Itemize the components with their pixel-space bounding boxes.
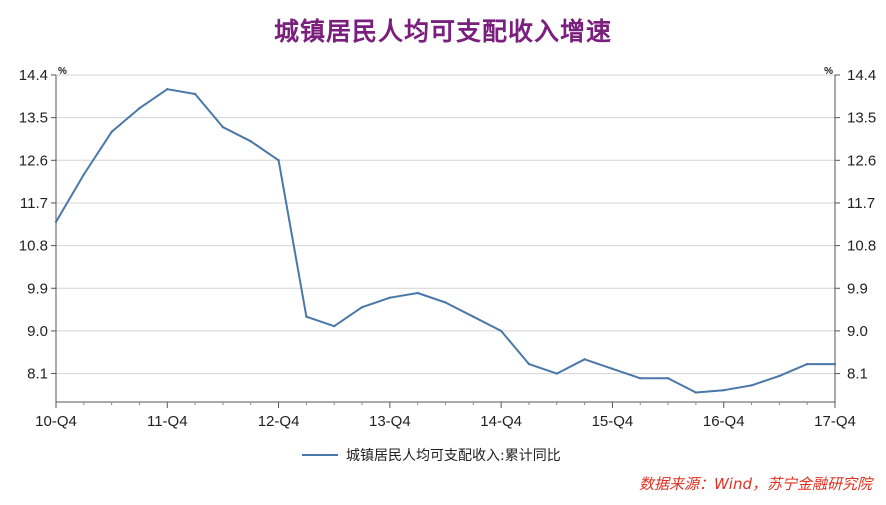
data-point [138,106,141,110]
right-y-tick-label: 12.6 [847,152,876,169]
series-line [55,88,835,394]
x-tick-label: 16-Q4 [703,413,745,430]
data-point [555,372,558,375]
chart-title: 城镇居民人均可支配收入增速 [273,17,612,46]
legend-label: 城镇居民人均可支配收入:累计同比 [346,448,561,464]
left-y-axis-ticks: 14.4 13.5 12.6 11.7 10.8 9.9 9.0 8.1 [19,67,56,383]
data-point [305,315,308,318]
data-point [611,367,614,371]
data-point [444,301,447,304]
right-unit-label: % [824,66,833,77]
right-y-tick-label: 13.5 [847,110,876,127]
left-y-tick-label: 12.6 [19,152,48,169]
data-point [499,329,503,333]
x-tick-label: 12-Q4 [258,413,300,430]
data-point [472,315,475,318]
data-point [527,362,531,366]
x-tick-label: 17-Q4 [814,413,856,430]
right-y-tick-label: 14.4 [847,67,876,84]
source-note: 数据来源：Wind，苏宁金融研究院 [638,475,872,493]
x-axis-ticks: 10-Q4 11-Q4 12-Q4 13-Q4 14-Q4 15-Q4 16-Q4 17-Q4 [35,402,856,430]
data-point [833,362,837,366]
data-point [416,291,419,295]
x-tick-label: 10-Q4 [35,413,77,430]
data-point [166,88,169,91]
right-y-tick-label: 11.7 [847,195,875,212]
data-point [277,159,280,162]
data-point [583,358,586,361]
data-point [805,362,809,366]
x-tick-label: 13-Q4 [369,413,411,430]
left-y-tick-label: 9.0 [27,323,48,340]
left-unit-label: % [58,66,67,77]
left-y-tick-label: 8.1 [27,366,48,383]
data-point [82,173,86,176]
right-y-tick-label: 10.8 [847,238,876,255]
x-tick-label: 14-Q4 [480,413,522,430]
left-y-tick-label: 10.8 [19,238,48,255]
left-y-tick-label: 14.4 [19,67,48,84]
left-y-tick-label: 13.5 [19,110,48,127]
x-tick-label: 11-Q4 [147,413,188,430]
data-point [333,324,336,328]
data-point [249,140,252,143]
data-point [360,306,364,309]
data-point [193,92,197,96]
right-y-axis-ticks: 14.4 13.5 12.6 11.7 10.8 9.9 9.0 8.1 [835,67,876,383]
data-point [722,388,725,392]
data-point [666,377,670,380]
right-y-tick-label: 9.0 [847,323,868,340]
axes: %% [55,66,836,403]
x-tick-label: 15-Q4 [592,413,634,430]
data-point [750,384,753,387]
data-point [778,374,781,378]
data-point [639,377,642,380]
right-y-tick-label: 8.1 [847,366,868,383]
left-y-tick-label: 9.9 [27,280,48,297]
data-point [110,130,113,134]
data-point [694,391,698,394]
left-y-tick-label: 11.7 [20,195,48,212]
right-y-tick-label: 9.9 [847,280,868,297]
data-point [388,296,392,299]
gridlines [56,74,835,375]
data-point [54,220,58,224]
data-point [221,125,225,129]
legend: 城镇居民人均可支配收入:累计同比 [302,448,561,464]
series-lines [54,88,837,394]
